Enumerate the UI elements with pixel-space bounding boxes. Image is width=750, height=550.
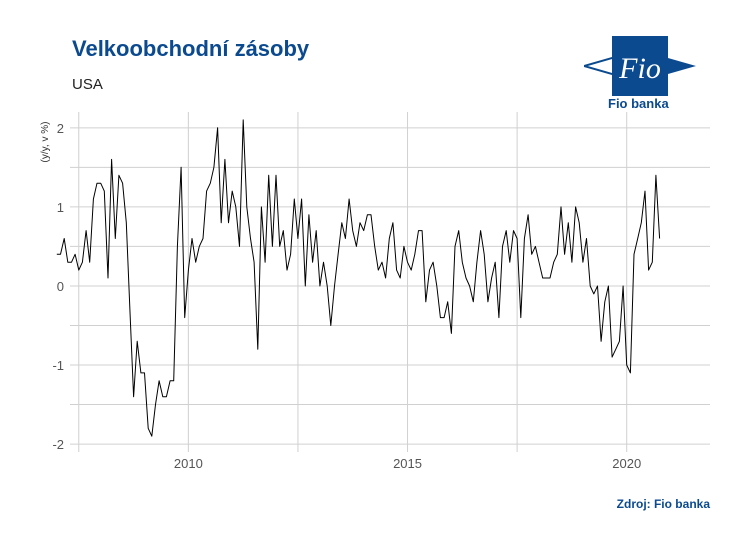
chart-title: Velkoobchodní zásoby: [72, 36, 310, 61]
y-tick-label: 1: [57, 200, 64, 215]
logo-brand-text: Fio banka: [608, 96, 669, 111]
series-line: [56, 119, 661, 437]
y-tick-label: 2: [57, 121, 64, 136]
source-note: Zdroj: Fio banka: [616, 497, 710, 511]
y-tick-label: -2: [52, 437, 64, 452]
x-tick-label: 2015: [393, 456, 422, 471]
x-tick-label: 2020: [612, 456, 641, 471]
fio-logo-icon: Fio: [584, 36, 696, 96]
y-tick-label: -1: [52, 358, 64, 373]
y-axis-label: (y/y, v %): [40, 122, 51, 163]
x-tick-label: 2010: [174, 456, 203, 471]
logo-mark-text: Fio: [618, 52, 661, 85]
y-tick-label: 0: [57, 279, 64, 294]
chart-subtitle: USA: [72, 76, 103, 93]
